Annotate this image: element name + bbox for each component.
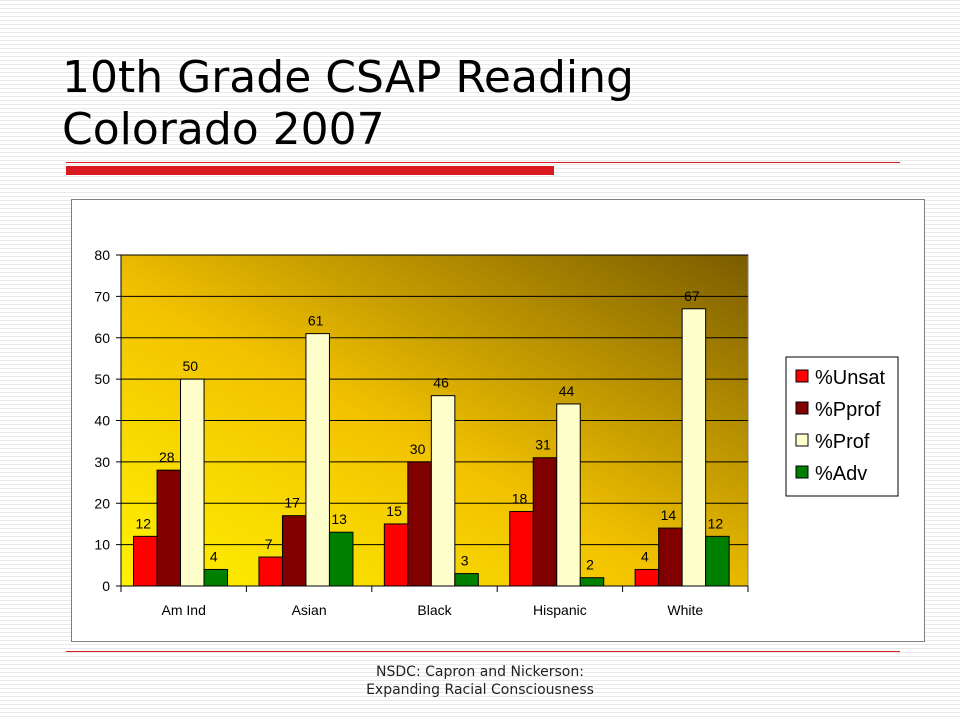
data-label: 3: [461, 553, 469, 569]
bar: [281, 515, 307, 587]
data-label: 12: [136, 515, 152, 531]
bar: [180, 378, 205, 587]
bar: [532, 457, 558, 587]
legend-swatch: [795, 401, 809, 415]
bar: [305, 333, 330, 587]
y-tick-label: 10: [94, 537, 110, 553]
legend-label: %Prof: [815, 431, 870, 453]
bar: [156, 469, 182, 587]
bar: [634, 568, 660, 587]
data-label: 17: [284, 495, 300, 511]
legend-label: %Unsat: [815, 367, 885, 389]
y-tick-label: 0: [102, 578, 110, 594]
data-label: 50: [183, 358, 199, 374]
y-tick-label: 60: [94, 330, 110, 346]
footer-line-1: NSDC: Capron and Nickerson:: [376, 664, 584, 680]
bar-chart: 0 10 20 30 40 50 60 70 80 12 28 50 4 Am Ind 7 17 61 13 Asi…: [94, 247, 899, 618]
title-accent-bar: [66, 166, 554, 175]
data-label: 15: [386, 503, 402, 519]
bar: [133, 535, 158, 587]
legend-swatch: [795, 369, 809, 383]
data-label: 67: [684, 288, 700, 304]
x-category-label: Am Ind: [162, 602, 206, 618]
x-category-label: Asian: [292, 602, 327, 618]
y-tick-label: 20: [94, 495, 110, 511]
bar: [658, 527, 683, 587]
legend-label: %Adv: [815, 463, 867, 485]
slide-title: 10th Grade CSAP Reading Colorado 2007: [62, 52, 634, 156]
title-rule: [66, 162, 900, 163]
legend-swatch: [795, 433, 809, 447]
legend-label: %Pprof: [815, 399, 881, 421]
data-label: 61: [308, 313, 324, 329]
bar: [509, 511, 534, 587]
y-tick-label: 30: [94, 454, 110, 470]
data-label: 7: [265, 536, 273, 552]
data-label: 18: [512, 491, 528, 507]
data-label: 12: [708, 515, 724, 531]
bar: [383, 523, 409, 587]
y-tick-label: 40: [94, 413, 110, 429]
bar: [203, 568, 229, 587]
title-line-2: Colorado 2007: [62, 104, 385, 155]
legend-swatch: [795, 465, 809, 479]
data-label: 46: [433, 375, 449, 391]
x-category-label: White: [667, 602, 703, 618]
bar: [407, 461, 432, 587]
footer-line-2: Expanding Racial Consciousness: [366, 682, 594, 698]
data-label: 2: [586, 557, 594, 573]
footer-rule: [66, 651, 900, 652]
data-label: 30: [410, 441, 426, 457]
bar: [258, 556, 283, 587]
data-label: 44: [559, 383, 575, 399]
data-label: 14: [661, 507, 677, 523]
data-label: 13: [331, 511, 347, 527]
y-tick-label: 70: [94, 288, 110, 304]
x-category-label: Black: [417, 602, 452, 618]
bar: [579, 577, 605, 587]
bar: [681, 308, 707, 587]
data-label: 4: [210, 548, 218, 564]
bar: [556, 403, 581, 587]
y-tick-label: 50: [94, 371, 110, 387]
bar: [430, 395, 456, 587]
bar: [705, 535, 730, 587]
title-line-1: 10th Grade CSAP Reading: [62, 52, 634, 103]
data-label: 28: [159, 449, 175, 465]
data-label: 4: [641, 548, 649, 564]
y-tick-label: 80: [94, 247, 110, 263]
x-category-label: Hispanic: [533, 602, 587, 618]
chart-container: 0 10 20 30 40 50 60 70 80 12 28 50 4 Am Ind 7 17 61 13 Asi…: [71, 199, 925, 642]
bar: [328, 531, 354, 587]
data-label: 31: [535, 437, 551, 453]
bar: [454, 573, 479, 587]
